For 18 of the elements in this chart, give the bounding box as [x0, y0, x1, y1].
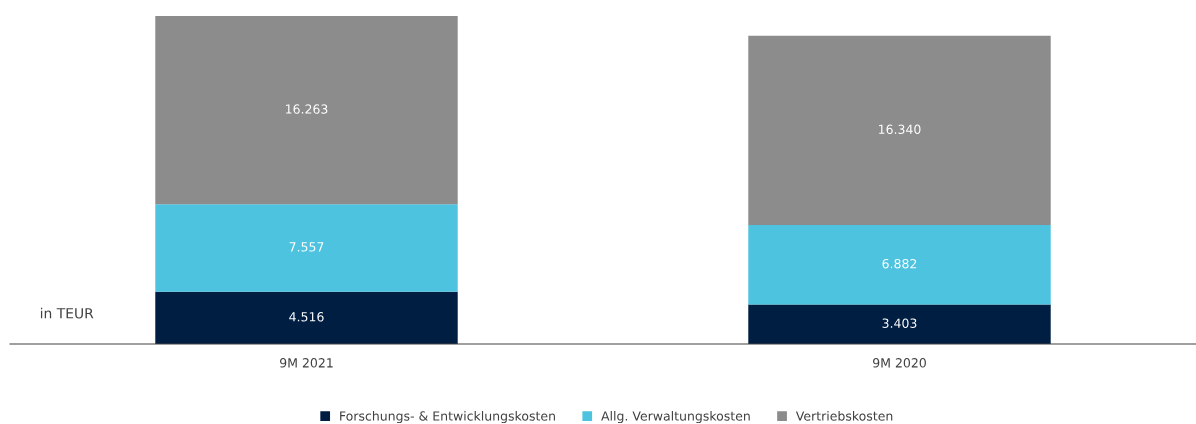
data-label: 7.557	[289, 242, 324, 252]
bar	[748, 304, 1051, 344]
data-label: 3.403	[882, 318, 917, 328]
legend-label: Vertriebskosten	[795, 411, 893, 421]
legend-label: Allg. Verwaltungskosten	[601, 411, 750, 424]
bar	[748, 35, 1051, 225]
x-tick-label: 9M 2021	[280, 358, 333, 368]
data-label: 6.882	[882, 258, 917, 269]
annotation: in TEUR	[40, 307, 94, 319]
bar	[155, 204, 458, 292]
x-tick-label: 9M 2020	[873, 358, 926, 368]
data-label: 16.263	[286, 104, 328, 114]
data-label: 16.340	[879, 124, 921, 134]
data-label: 4.516	[289, 312, 324, 322]
bar	[748, 224, 1051, 305]
bar	[155, 291, 458, 344]
legend-label: Forschungs- & Entwicklungskosten	[340, 411, 555, 424]
bar	[155, 16, 458, 205]
